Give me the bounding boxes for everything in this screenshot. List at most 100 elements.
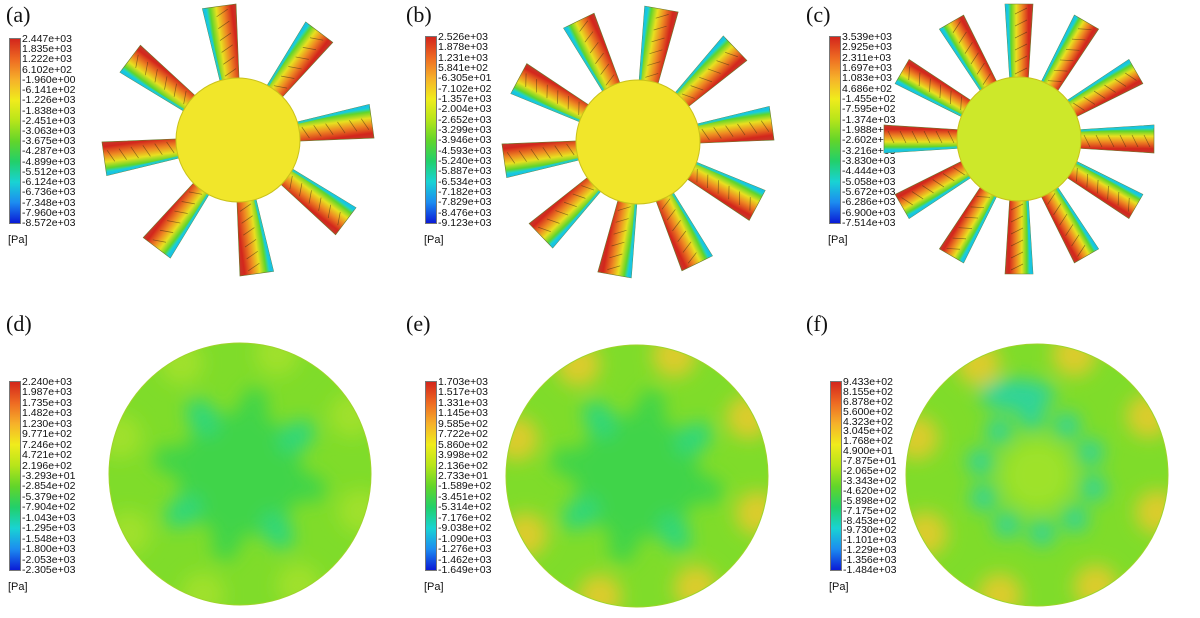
legend-tick-label: 1.517e+03 xyxy=(438,386,488,399)
legend-unit: [Pa] xyxy=(829,581,849,593)
legend-unit: [Pa] xyxy=(8,581,28,593)
panel-label: (b) xyxy=(406,2,432,27)
legend-tick-label: -7.829e+03 xyxy=(438,196,492,209)
legend-tick-label: -4.899e+03 xyxy=(22,155,76,168)
legend-tick-label: 1.735e+03 xyxy=(22,396,72,409)
blade xyxy=(202,3,240,88)
legend-tick-label: -1.649e+03 xyxy=(438,564,492,576)
hub-disc xyxy=(575,79,701,205)
panel-label: (d) xyxy=(6,311,32,336)
disc-outline xyxy=(505,344,769,608)
legend-tick-label: 7.246e+02 xyxy=(22,438,72,451)
legend-tick-label: 1.145e+03 xyxy=(438,407,488,420)
legend-color-bar xyxy=(830,381,842,571)
legend-tick-label: -2.305e+03 xyxy=(22,564,76,576)
legend-tick-label: 1.331e+03 xyxy=(438,396,488,409)
legend-tick-label: -5.240e+03 xyxy=(438,155,492,167)
legend-tick-label: 1.987e+03 xyxy=(22,386,72,399)
blade xyxy=(528,173,606,249)
legend-color-bar xyxy=(425,381,437,571)
disc-pressure-contour xyxy=(905,343,1169,607)
legend-unit: [Pa] xyxy=(8,234,28,246)
legend-tick-label: -1.589e+02 xyxy=(438,480,492,493)
legend-tick-label: -9.123e+03 xyxy=(438,217,492,229)
legend-tick-label: -1.462e+03 xyxy=(438,553,492,566)
legend-tick-label: -3.293e+01 xyxy=(22,470,76,482)
panel-label: (f) xyxy=(806,311,828,336)
legend-tick-label: -1.484e+03 xyxy=(843,564,897,576)
panel-c: (c) 3.539e+03 2.925e+03 2.311e+03 1.697e+03 1… xyxy=(800,0,1200,309)
legend-tick-label: 4.721e+02 xyxy=(22,449,72,462)
legend-tick-label: 1.230e+03 xyxy=(22,417,72,430)
legend-tick-label: -3.216e+03 xyxy=(842,144,896,157)
legend-tick-label: 6.102e+02 xyxy=(22,63,72,76)
legend-tick-label: 4.686e+02 xyxy=(842,82,892,95)
legend-tick-label: -7.182e+03 xyxy=(438,186,492,198)
legend-tick-label: -7.960e+03 xyxy=(22,206,76,219)
legend-tick-label: 9.771e+02 xyxy=(22,428,72,441)
impeller-blade-contour xyxy=(883,3,1155,275)
legend-tick-label: 1.231e+03 xyxy=(438,51,488,64)
panel-f: (f) 9.433e+02 8.155e+02 6.878e+02 5.600e+02 4… xyxy=(800,309,1200,618)
blade xyxy=(883,124,965,154)
legend-tick-label: -6.124e+03 xyxy=(22,176,76,189)
legend-tick-label: 1.482e+03 xyxy=(22,407,72,420)
legend-tick-label: 2.136e+02 xyxy=(438,459,488,472)
panel-e: (e) 1.703e+03 1.517e+03 1.331e+03 1.145e+03 9… xyxy=(400,309,800,618)
disc-outline xyxy=(108,342,372,606)
legend-tick-label: -7.595e+02 xyxy=(842,103,896,116)
legend-tick-label: -8.453e+02 xyxy=(843,514,897,527)
legend-tick-label: -1.455e+02 xyxy=(842,93,896,105)
panel-d: (d) 2.240e+03 1.987e+03 1.735e+03 1.482e+03 1… xyxy=(0,309,400,618)
disc-pressure-contour xyxy=(505,344,769,608)
legend-tick-label: -1.295e+03 xyxy=(22,522,76,535)
legend-tick-label: -2.065e+02 xyxy=(843,465,897,478)
legend-color-bar xyxy=(425,36,437,224)
legend-tick-label: 7.722e+02 xyxy=(438,428,488,441)
legend-tick-label: 3.539e+03 xyxy=(842,31,892,43)
legend-tick-label: 2.526e+03 xyxy=(438,31,488,43)
legend-tick-label: -3.946e+03 xyxy=(438,134,492,147)
legend-tick-label: -1.276e+03 xyxy=(438,543,492,556)
blade xyxy=(597,194,638,279)
legend-tick-label: -6.736e+03 xyxy=(22,186,76,199)
legend-tick-label: 3.045e+02 xyxy=(843,425,893,438)
legend-tick-label: -7.175e+02 xyxy=(843,504,897,517)
legend-tick-label: -8.476e+03 xyxy=(438,206,492,219)
legend-tick-label: 9.433e+02 xyxy=(843,376,893,388)
blade xyxy=(236,192,274,277)
panel-label: (c) xyxy=(806,2,831,27)
legend-tick-label: -2.004e+03 xyxy=(438,103,492,116)
impeller-blade-contour xyxy=(501,5,775,279)
legend-tick-label: -7.514e+03 xyxy=(842,217,896,229)
legend-tick-label: -1.800e+03 xyxy=(22,543,76,556)
blade xyxy=(690,106,775,144)
disc-outline xyxy=(905,343,1169,607)
legend-tick-label: -7.904e+02 xyxy=(22,501,76,514)
legend-tick-label: -3.063e+03 xyxy=(22,125,76,137)
legend-tick-label: 2.447e+03 xyxy=(22,33,72,45)
legend-tick-label: -3.299e+03 xyxy=(438,124,492,136)
legend-tick-label: 1.697e+03 xyxy=(842,62,892,74)
legend-tick-label: -1.356e+03 xyxy=(843,554,897,567)
legend-tick-label: -6.534e+03 xyxy=(438,175,492,188)
legend-tick-label: -1.548e+03 xyxy=(22,532,76,545)
blade xyxy=(1004,193,1034,275)
legend-tick-label: -2.451e+03 xyxy=(22,114,76,127)
legend-tick-label: -2.053e+03 xyxy=(22,553,76,566)
blade xyxy=(276,165,357,236)
legend-tick-label: 5.860e+02 xyxy=(438,438,488,451)
legend-tick-label: -4.593e+03 xyxy=(438,144,492,157)
legend-tick-label: -1.838e+03 xyxy=(22,104,76,117)
legend-tick-label: 4.900e+01 xyxy=(843,445,893,458)
legend-tick-label: -2.602e+03 xyxy=(842,134,896,147)
legend-tick-label: 9.585e+02 xyxy=(438,417,488,430)
impeller-blade-contour xyxy=(101,3,375,277)
legend-tick-label: 6.878e+02 xyxy=(843,395,893,408)
legend-unit: [Pa] xyxy=(424,581,444,593)
legend-tick-label: -1.229e+03 xyxy=(843,544,897,557)
legend-tick-label: 2.311e+03 xyxy=(842,51,892,64)
legend-tick-label: -1.090e+03 xyxy=(438,532,492,545)
disc-pressure-contour xyxy=(108,342,372,606)
blade xyxy=(1073,124,1155,154)
